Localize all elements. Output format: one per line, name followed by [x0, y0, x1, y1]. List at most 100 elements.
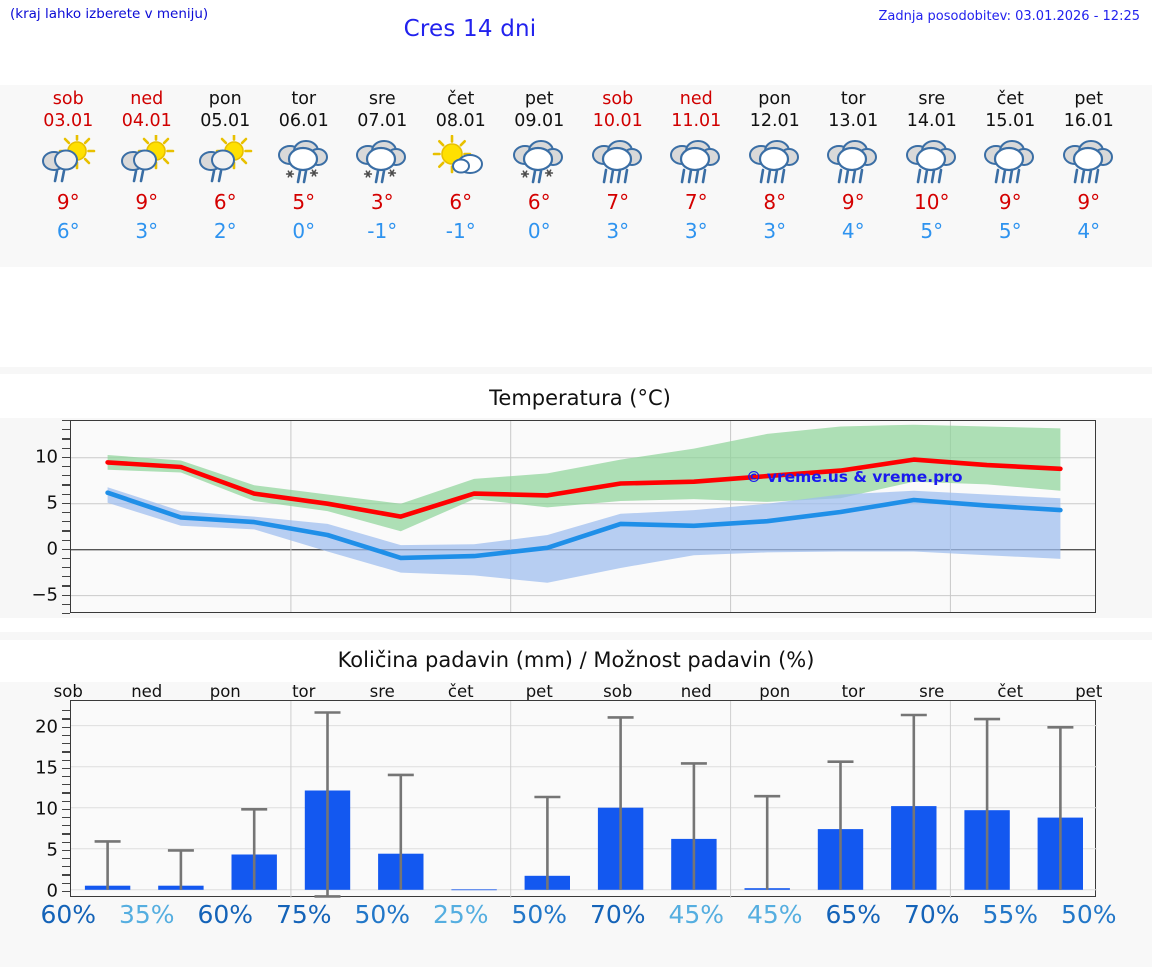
- precipitation-probability: 35%: [118, 900, 175, 929]
- day-column[interactable]: pet 16.01 9° 4°: [1050, 85, 1129, 267]
- precipitation-chart-title: Količina padavin (mm) / Možnost padavin …: [337, 648, 815, 672]
- precipitation-day-label: čet: [997, 682, 1024, 701]
- precipitation-probability: 50%: [354, 900, 411, 929]
- sun-cloud-rain-icon: [37, 135, 99, 185]
- day-column[interactable]: tor 06.01 5° 0°: [265, 85, 344, 267]
- precipitation-day-label: sre: [919, 682, 945, 701]
- day-temp-max: 6°: [213, 190, 237, 214]
- temperature-axis-tick: [62, 511, 70, 514]
- precipitation-axis-tick: [62, 734, 70, 737]
- menu-hint-text: (kraj lahko izberete v meniju): [10, 6, 209, 22]
- day-temp-min: 5°: [920, 219, 944, 243]
- daily-forecast-strip: sob 03.01 9° 6° ned 04.01 9° 3° pon 05.01 6° 2° tor 0…: [0, 85, 1152, 267]
- day-column[interactable]: ned 04.01 9° 3°: [108, 85, 187, 267]
- day-temp-max: 5°: [292, 190, 316, 214]
- temperature-chart-title: Temperatura (°C): [489, 386, 671, 410]
- temperature-axis-tick: [62, 521, 70, 523]
- page-title: Cres 14 dni: [403, 16, 537, 42]
- cloud-rain-icon: [901, 135, 963, 185]
- precipitation-probability-row: 60% 35% 60% 75% 50% 25% 50% 70% 45% 45% 65% 70% 55% 5…: [0, 900, 1152, 942]
- precipitation-probability: 55%: [982, 900, 1039, 929]
- day-name: ned: [679, 89, 713, 109]
- precipitation-day-label: ned: [131, 682, 163, 701]
- day-date: 05.01: [200, 111, 251, 131]
- day-temp-min: 6°: [56, 219, 80, 243]
- precipitation-axis-tick: [62, 710, 70, 712]
- section-divider-2: [0, 632, 1152, 640]
- temperature-axis-tick: [62, 530, 70, 532]
- precipitation-axis-tick: [62, 825, 70, 827]
- cloud-sleet-icon: [273, 135, 335, 185]
- day-column[interactable]: pon 12.01 8° 3°: [736, 85, 815, 267]
- precipitation-day-label: sob: [603, 682, 633, 701]
- precipitation-probability: 50%: [511, 900, 568, 929]
- day-temp-max: 7°: [684, 190, 708, 214]
- temperature-axis-tick: [62, 548, 70, 550]
- day-column[interactable]: tor 13.01 9° 4°: [814, 85, 893, 267]
- day-temp-max: 6°: [527, 190, 551, 214]
- cloud-rain-icon: [979, 135, 1041, 185]
- day-column[interactable]: čet 15.01 9° 5°: [971, 85, 1050, 267]
- day-date: 09.01: [514, 111, 565, 131]
- precipitation-axis-tick: [62, 784, 70, 786]
- day-temp-max: 3°: [370, 190, 394, 214]
- day-date: 08.01: [435, 111, 486, 131]
- precipitation-day-label: pet: [525, 682, 553, 701]
- temperature-plot-area: [70, 420, 1096, 613]
- precipitation-day-label: pet: [1075, 682, 1103, 701]
- precipitation-probability: 70%: [589, 900, 646, 929]
- day-name: ned: [130, 89, 164, 109]
- watermark-text: © vreme.us & vreme.pro: [746, 468, 963, 486]
- day-column[interactable]: sob 03.01 9° 6°: [29, 85, 108, 267]
- day-column[interactable]: pon 05.01 6° 2°: [186, 85, 265, 267]
- precipitation-day-label: pon: [209, 682, 241, 701]
- cloud-rain-icon: [822, 135, 884, 185]
- precipitation-probability: 45%: [746, 900, 803, 929]
- cloud-sleet-icon: [351, 135, 413, 185]
- day-temp-min: 3°: [763, 219, 787, 243]
- day-temp-max: 9°: [841, 190, 865, 214]
- day-temp-min: 5°: [998, 219, 1022, 243]
- day-temp-min: 3°: [606, 219, 630, 243]
- day-column[interactable]: pet 09.01 6° 0°: [500, 85, 579, 267]
- cloud-rain-icon: [744, 135, 806, 185]
- cloud-rain-icon: [1058, 135, 1120, 185]
- precipitation-axis-tick: [62, 833, 70, 835]
- precipitation-axis-tick: [62, 816, 70, 819]
- day-name: čet: [447, 89, 475, 109]
- day-column[interactable]: čet 08.01 6° -1°: [422, 85, 501, 267]
- day-name: sob: [52, 89, 84, 109]
- precipitation-probability: 70%: [903, 900, 960, 929]
- temperature-axis-tick: [62, 484, 70, 486]
- precipitation-axis-tick: [62, 800, 70, 802]
- precipitation-axis-tick: [62, 759, 70, 761]
- precipitation-day-label: pon: [759, 682, 791, 701]
- temperature-axis-tick: [62, 557, 70, 560]
- day-column[interactable]: sre 14.01 10° 5°: [893, 85, 972, 267]
- day-date: 11.01: [671, 111, 722, 131]
- temperature-axis-tick: [62, 466, 70, 468]
- day-column[interactable]: sre 07.01 3° -1°: [343, 85, 422, 267]
- precipitation-axis-tick: [62, 775, 70, 778]
- day-name: sre: [368, 89, 396, 109]
- precipitation-plot-area: [70, 700, 1097, 898]
- day-date: 06.01: [278, 111, 329, 131]
- temperature-axis-tick: [62, 567, 70, 569]
- day-column[interactable]: ned 11.01 7° 3°: [657, 85, 736, 267]
- precipitation-y-tick-label: 10: [35, 798, 58, 820]
- precipitation-axis-tick: [62, 726, 70, 728]
- precipitation-probability: 25%: [432, 900, 489, 929]
- day-temp-min: 4°: [1077, 219, 1101, 243]
- day-date: 15.01: [985, 111, 1036, 131]
- day-temp-max: 9°: [998, 190, 1022, 214]
- temperature-y-tick-label: 5: [46, 492, 58, 514]
- temperature-axis-tick: [62, 475, 70, 477]
- day-column[interactable]: sob 10.01 7° 3°: [579, 85, 658, 267]
- day-date: 10.01: [592, 111, 643, 131]
- temperature-axis-tick: [62, 594, 70, 596]
- day-name: pon: [758, 89, 792, 109]
- day-date: 03.01: [43, 111, 94, 131]
- temperature-chart-section: Temperatura (°C) −5 0 5 10: [0, 374, 1152, 632]
- cloud-sleet-icon: [508, 135, 570, 185]
- precipitation-day-label: sre: [369, 682, 395, 701]
